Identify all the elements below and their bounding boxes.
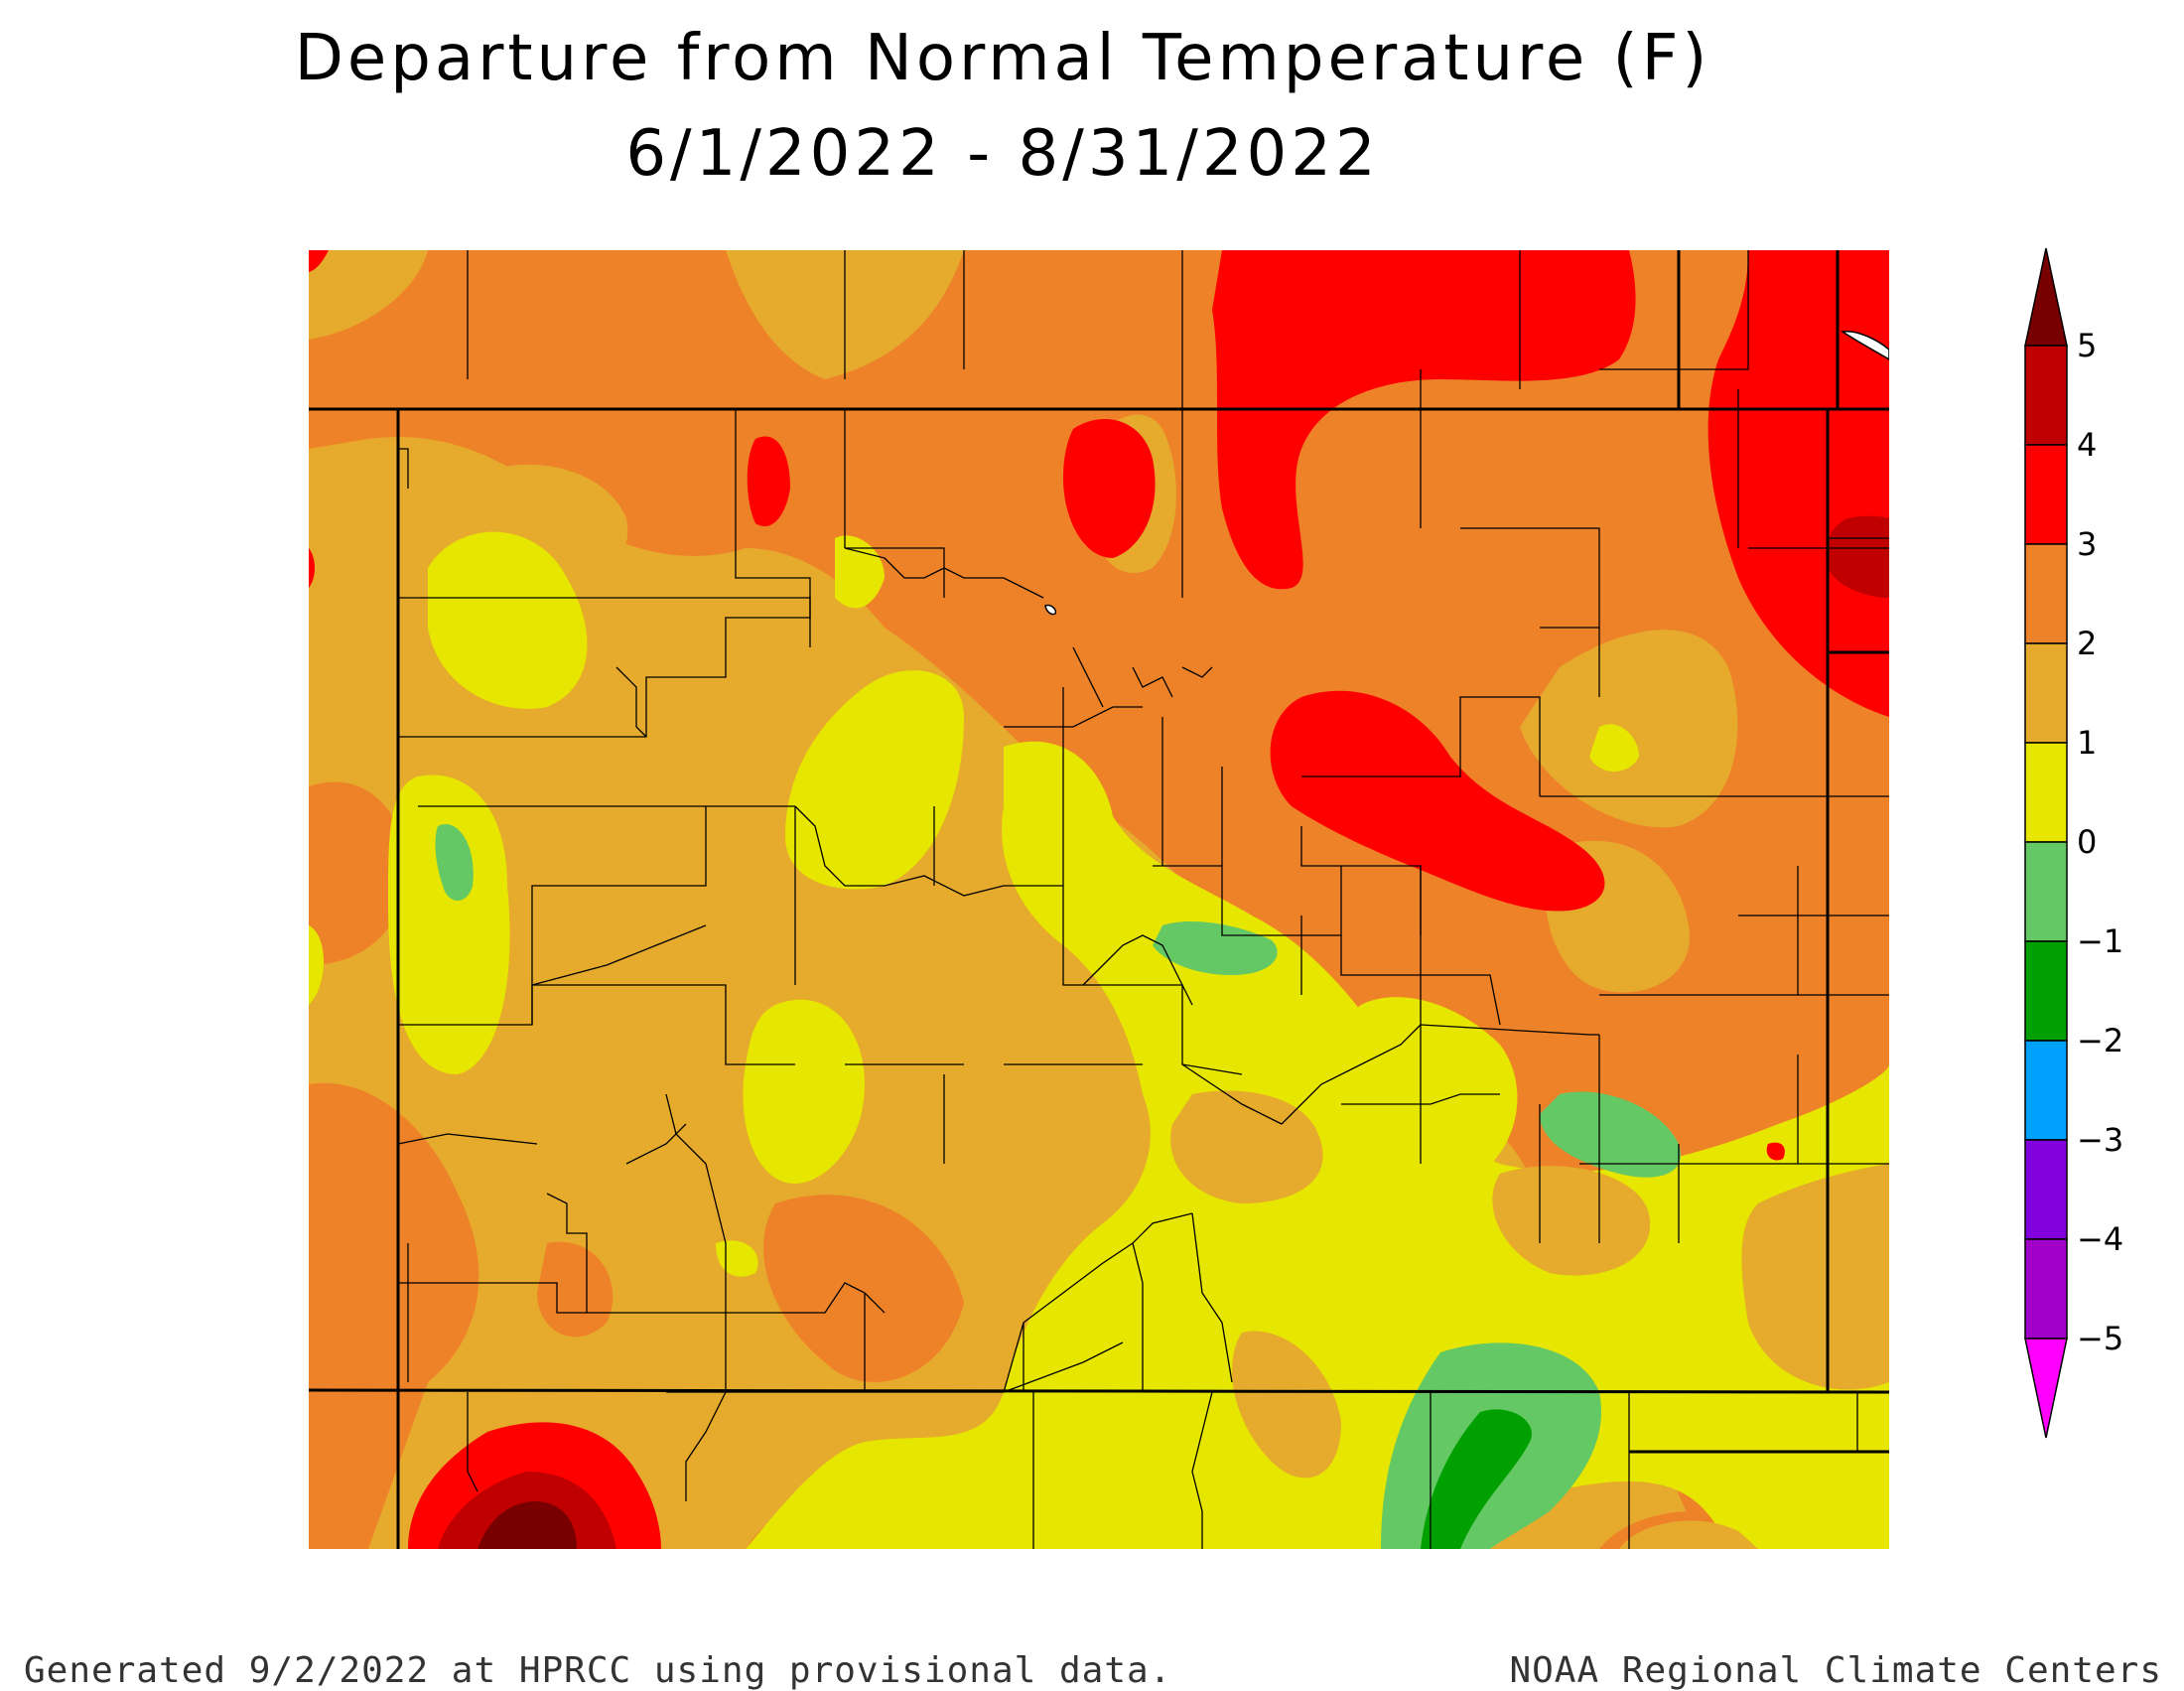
legend-bottom-arrow: [2024, 1338, 2068, 1439]
legend-color-bin: [2024, 742, 2068, 843]
anomaly-minus2-to-minus1-region: [1421, 1409, 1532, 1549]
legend-label: −4: [2077, 1220, 2123, 1258]
anomaly-2-to-3-inner: [1170, 1090, 1889, 1549]
legend-label: 0: [2077, 823, 2097, 861]
legend-color-bin: [2024, 1238, 2068, 1339]
legend-top-arrow: [2024, 247, 2068, 347]
legend-label: 5: [2077, 327, 2097, 364]
generation-note: Generated 9/2/2022 at HPRCC using provis…: [24, 1650, 1172, 1691]
legend-color-bin: [2024, 940, 2068, 1042]
legend-color-bin: [2024, 345, 2068, 446]
legend-label: −2: [2077, 1022, 2123, 1059]
legend-label: −3: [2077, 1121, 2123, 1159]
legend-color-bin: [2024, 642, 2068, 744]
color-scale-legend: 5 4 3 2 1 0 −1 −2 −3 −4 −5: [2024, 247, 2123, 1439]
legend-color-bin: [2024, 1139, 2068, 1240]
map-title: Departure from Normal Temperature (F): [294, 22, 1711, 95]
legend-label: 2: [2077, 625, 2097, 662]
lake: [1044, 604, 1057, 616]
anomaly-above-5-region: [478, 1501, 577, 1549]
legend-color-bin: [2024, 444, 2068, 545]
source-credit: NOAA Regional Climate Centers: [1509, 1650, 2162, 1691]
legend-label: 3: [2077, 525, 2097, 563]
legend-color-bin: [2024, 1040, 2068, 1141]
date-range: 6/1/2022 - 8/31/2022: [625, 117, 1380, 191]
state-boundaries: [309, 250, 1889, 1549]
legend-color-bin: [2024, 543, 2068, 644]
legend-label: −1: [2077, 922, 2123, 960]
legend-label: −5: [2077, 1320, 2123, 1357]
legend-label: 4: [2077, 426, 2097, 464]
legend-color-bin: [2024, 841, 2068, 942]
lake: [1840, 331, 1889, 360]
legend-label: 1: [2077, 724, 2097, 762]
temperature-departure-map: [309, 250, 1889, 1549]
